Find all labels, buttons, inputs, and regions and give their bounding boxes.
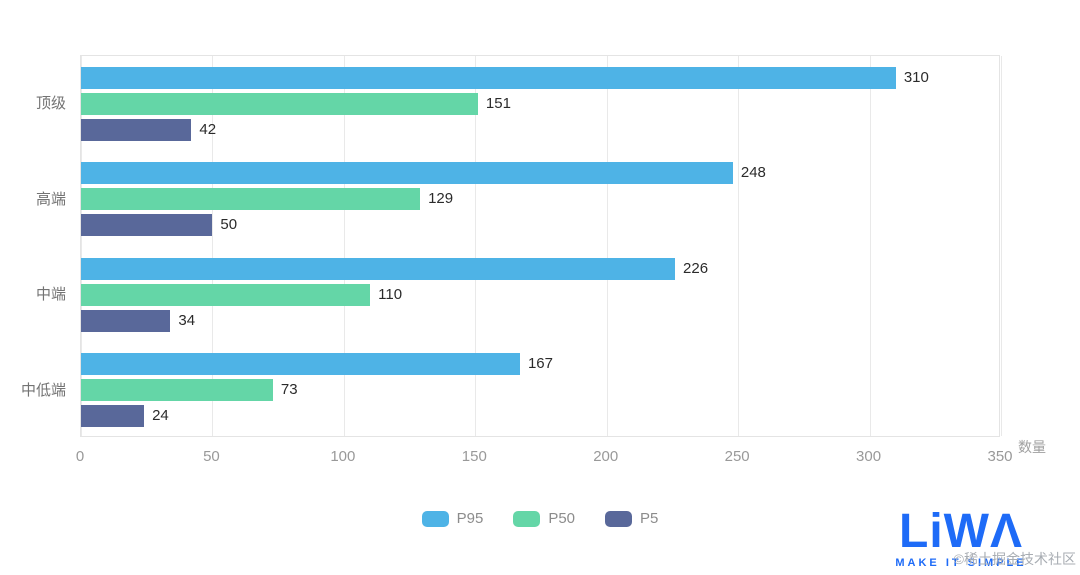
legend-swatch — [513, 510, 541, 527]
x-tick-label: 100 — [330, 448, 356, 465]
logo: LiWΛ MAKE IT SIMPLE — [858, 505, 1064, 569]
gridline — [869, 56, 871, 436]
bar-p5 — [81, 214, 213, 237]
value-label: 129 — [428, 190, 454, 208]
gridline — [738, 56, 740, 436]
bar-p95 — [81, 66, 896, 89]
x-tick-label: 200 — [593, 448, 619, 465]
value-label: 24 — [152, 407, 169, 425]
legend-swatch — [605, 510, 633, 527]
legend-swatch — [421, 510, 449, 527]
bar-p5 — [81, 309, 171, 332]
bar-p95 — [81, 162, 733, 185]
plot-area: 310 151 42 248 129 50 226 110 34 167 73 24 — [80, 55, 1002, 437]
x-tick-label: 350 — [987, 448, 1013, 465]
gridline — [343, 56, 345, 436]
y-category-label: 中端 — [35, 286, 66, 304]
watermark-text: ©稀土掘金技术社区 — [953, 551, 1076, 567]
y-category-label: 顶级 — [35, 95, 66, 113]
bar-p50 — [81, 283, 371, 306]
logo-tagline: MAKE IT SIMPLE — [895, 557, 1027, 569]
value-label: 34 — [178, 311, 196, 329]
bar-p95 — [81, 257, 676, 280]
value-label: 110 — [378, 285, 403, 303]
x-tick-label: 250 — [724, 448, 750, 465]
gridline — [212, 56, 214, 436]
value-label: 50 — [220, 216, 238, 234]
bar-p5 — [81, 118, 192, 141]
gridline — [81, 56, 82, 436]
x-tick-label: 0 — [75, 448, 85, 465]
value-label: 248 — [740, 164, 766, 182]
x-tick-label: 150 — [461, 448, 487, 465]
y-category-label: 中低端 — [20, 381, 66, 399]
legend: P95 P50 P5 — [0, 510, 1080, 527]
legend-item-p95[interactable]: P95 — [421, 510, 484, 527]
bar-p50 — [81, 92, 478, 115]
bar-p95 — [81, 353, 520, 376]
value-label: 226 — [683, 259, 709, 277]
legend-item-p5[interactable]: P5 — [605, 510, 658, 527]
value-label: 151 — [485, 94, 511, 112]
value-label: 310 — [903, 68, 929, 86]
gridline — [606, 56, 608, 436]
gridline — [475, 56, 477, 436]
legend-label: P50 — [548, 510, 576, 527]
value-label: 73 — [280, 381, 298, 399]
y-category-label: 高端 — [35, 190, 66, 208]
bar-p50 — [81, 188, 421, 211]
value-label: 42 — [199, 120, 217, 138]
legend-label: P95 — [456, 510, 484, 527]
legend-item-p50[interactable]: P50 — [513, 510, 575, 527]
gridline — [1001, 56, 1002, 436]
bar-p50 — [81, 379, 273, 402]
legend-label: P5 — [640, 510, 659, 527]
logo-text: LiWΛ — [899, 505, 1023, 559]
x-axis-name: 数量 — [1018, 439, 1046, 455]
bar-p5 — [81, 405, 145, 428]
value-label: 167 — [527, 355, 553, 373]
x-tick-label: 300 — [856, 448, 882, 465]
x-tick-label: 50 — [203, 448, 220, 465]
